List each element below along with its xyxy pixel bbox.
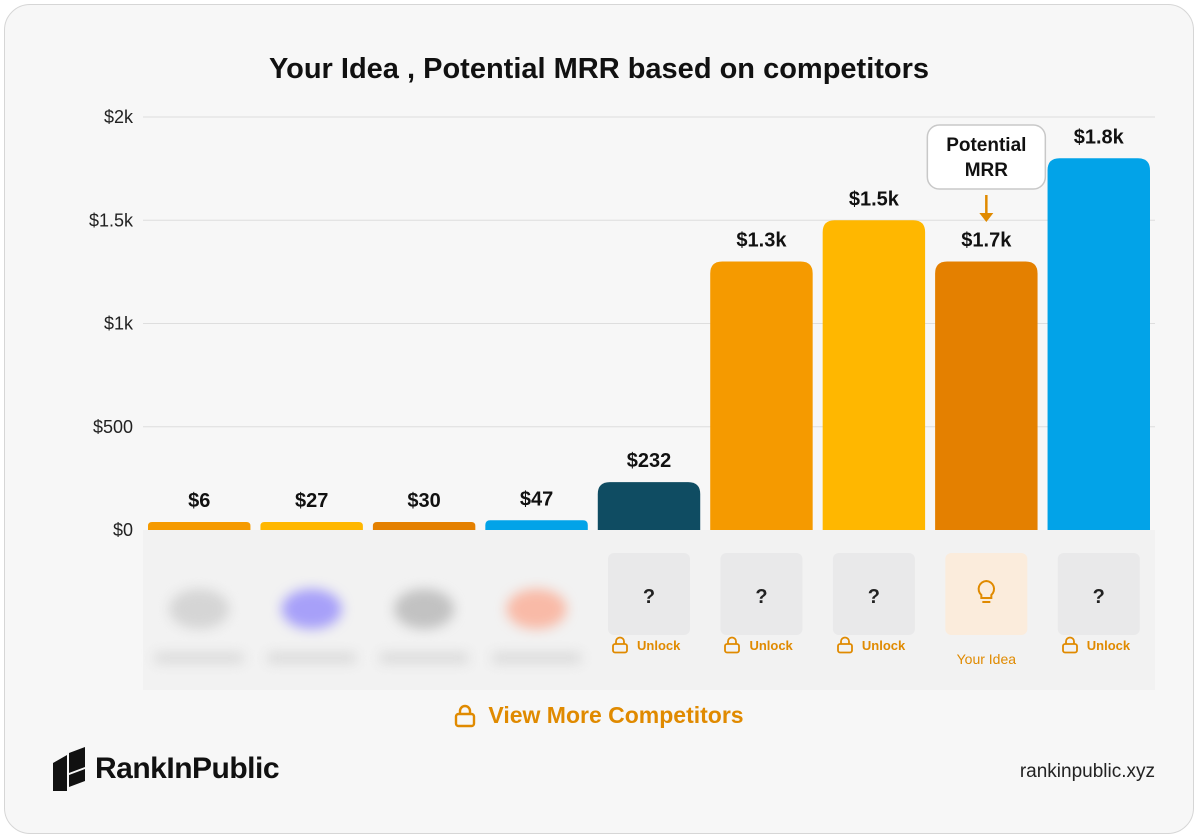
bar [710, 261, 813, 530]
callout-text-line1: Potential [946, 135, 1026, 156]
blurred-logo-4 [492, 589, 581, 663]
callout-arrow-head [979, 213, 994, 222]
bar [260, 522, 363, 530]
data-label: $1.3k [736, 230, 787, 252]
blurred-logo-2 [267, 589, 356, 663]
your-idea-tile [945, 553, 1028, 635]
brand-name: RankInPublic [95, 752, 280, 785]
question-mark: ? [755, 586, 767, 608]
bar [822, 220, 926, 530]
bar-chart: $0 $500 $1k $1.5k $2k $6 $27 $30 $47 $232 $1.3k $1.… [89, 107, 1155, 690]
lock-icon [1061, 636, 1078, 654]
question-mark: ? [643, 586, 655, 608]
lightbulb-icon [977, 579, 996, 603]
chart-card: Your Idea , Potential MRR based on compe… [4, 4, 1194, 834]
data-label: $47 [520, 488, 553, 510]
bar [1047, 158, 1150, 531]
lock-icon [836, 636, 853, 654]
bar [372, 522, 476, 530]
y-tick-label: $1.5k [89, 210, 134, 230]
y-tick-label: $0 [113, 520, 133, 540]
blurred-logo-1 [155, 589, 244, 663]
data-label: $232 [627, 450, 672, 472]
unlock-label: Unlock [1086, 637, 1131, 653]
data-label: $1.7k [961, 230, 1012, 252]
unlock-button[interactable]: Unlock [611, 636, 680, 654]
bar [597, 482, 701, 530]
y-tick-label: $2k [104, 107, 134, 127]
question-mark: ? [868, 586, 880, 608]
unlock-label: Unlock [861, 637, 906, 653]
blurred-logo-3 [380, 589, 469, 663]
data-label: $1.8k [1074, 126, 1125, 148]
callout-text-line2: MRR [965, 160, 1009, 181]
brand: RankInPublic [53, 747, 280, 791]
unlock-label: Unlock [637, 637, 681, 653]
data-label: $1.5k [849, 188, 900, 210]
locked-competitor-tile [608, 553, 690, 635]
bar [935, 261, 1038, 530]
callout-box [926, 124, 1047, 190]
locked-competitor-tile [832, 553, 915, 635]
data-label: $30 [407, 490, 440, 512]
rankinpublic-logo-icon [53, 747, 85, 791]
y-tick-label: $500 [93, 417, 133, 437]
lock-icon [612, 636, 628, 654]
locked-competitor-tile [1057, 553, 1140, 635]
data-label: $6 [188, 490, 210, 512]
y-tick-label: $1k [104, 314, 134, 334]
question-mark: ? [1093, 586, 1105, 608]
lock-icon [455, 704, 476, 727]
unlock-button[interactable]: Unlock [723, 636, 793, 654]
bar [148, 522, 251, 530]
data-label: $27 [295, 490, 328, 512]
unlock-button[interactable]: Unlock [836, 636, 905, 654]
site-url: rankinpublic.xyz [1019, 761, 1155, 782]
bar [485, 520, 588, 530]
unlock-button[interactable]: Unlock [1061, 636, 1130, 654]
lock-icon [724, 636, 741, 654]
view-more-label: View More Competitors [488, 702, 744, 728]
locked-competitor-tile [720, 553, 803, 635]
your-idea-label: Your Idea [957, 651, 1017, 667]
unlock-label: Unlock [749, 637, 793, 653]
view-more-competitors-link[interactable]: View More Competitors [5, 702, 1193, 729]
chart-title: Your Idea , Potential MRR based on compe… [268, 53, 930, 85]
